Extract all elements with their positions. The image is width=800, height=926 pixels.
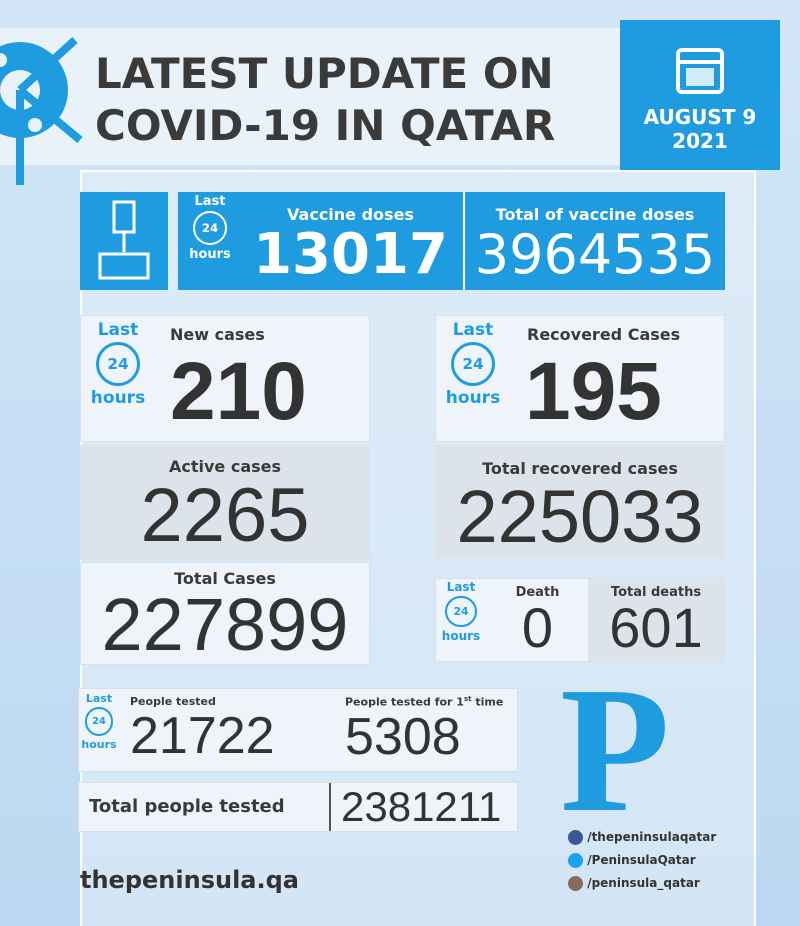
vaccine-icon (80, 192, 168, 290)
badge-unit: hours (445, 388, 501, 409)
badge-number: 24 (107, 355, 129, 374)
badge-last: Last (446, 580, 476, 594)
label-part: People tested for 1 (345, 695, 464, 709)
year: 2021 (672, 129, 728, 153)
twitter-icon (568, 853, 583, 868)
tests-total-card: Total people tested 2381211 (78, 782, 518, 832)
instagram-icon (568, 876, 583, 891)
twitter: /PeninsulaQatar (587, 853, 696, 867)
value: 3964535 (474, 223, 716, 286)
calendar-icon (676, 48, 724, 94)
badge-last: Last (452, 320, 494, 340)
vaccine-daily: Vaccine doses 13017 (238, 205, 463, 286)
instagram: /peninsula_qatar (587, 876, 700, 890)
label: Total deaths (610, 585, 702, 600)
facebook-icon (568, 830, 583, 845)
value: 0 (521, 596, 554, 659)
title-line: LATEST UPDATE ON (95, 49, 554, 98)
label: Recovered Cases (527, 325, 681, 344)
label: People tested for 1st time (345, 695, 503, 709)
social-item[interactable]: /PeninsulaQatar (568, 849, 716, 872)
badge-unit: hours (441, 629, 481, 644)
badge-number: 24 (92, 715, 106, 727)
virus-icon (0, 37, 83, 185)
value: 195 (525, 346, 662, 437)
label: Total people tested (89, 796, 285, 817)
divider (463, 192, 465, 290)
header-band (0, 28, 620, 165)
death-daily: Death 0 (490, 585, 585, 656)
badge-last: Last (194, 194, 226, 209)
badge-ring: 24 (84, 707, 114, 736)
label: Total Cases (174, 569, 276, 588)
badge-number: 24 (453, 605, 469, 619)
badge: Last 24 hours (437, 320, 509, 408)
tests-first: People tested for 1st time 5308 (345, 695, 503, 765)
badge-unit: hours (90, 388, 146, 409)
badge-ring: 24 (445, 596, 477, 628)
value: 227899 (101, 583, 349, 666)
badge-number: 24 (201, 220, 219, 235)
label: People tested (130, 695, 216, 708)
badge-ring: 24 (193, 211, 227, 245)
badge: Last 24 hours (82, 320, 154, 408)
label: Vaccine doses (287, 205, 414, 224)
badge: Last 24 hours (437, 580, 485, 643)
value: 601 (609, 596, 703, 659)
label: New cases (170, 325, 265, 344)
social-item[interactable]: /peninsula_qatar (568, 872, 716, 895)
value: 225033 (456, 475, 704, 558)
badge-ring: 24 (95, 342, 141, 387)
badge-last: Last (85, 692, 113, 705)
value: 2381211 (329, 783, 501, 831)
date: AUGUST 9 (643, 105, 757, 129)
badge: Last 24 hours (80, 692, 118, 751)
badge-number: 24 (462, 355, 484, 374)
badge-last: Last (97, 320, 139, 340)
social: /thepeninsulaqatar /PeninsulaQatar /peni… (568, 826, 716, 895)
facebook: /thepeninsulaqatar (587, 830, 717, 844)
date-box: AUGUST 9 2021 (620, 20, 780, 170)
label: Active cases (168, 457, 282, 476)
value: 210 (170, 346, 307, 437)
value: 2265 (140, 473, 310, 558)
title: LATEST UPDATE ON COVID-19 IN QATAR (95, 48, 555, 152)
title-line: COVID-19 IN QATAR (95, 101, 556, 150)
label-part: st (463, 695, 472, 703)
death-total: Total deaths 601 (588, 579, 724, 661)
total-recovered-card: Total recovered cases 225033 (435, 445, 725, 558)
value: 21722 (130, 707, 275, 765)
badge-ring: 24 (450, 342, 496, 387)
total-cases-card: Total Cases 227899 (80, 562, 370, 665)
label-part: time (475, 695, 504, 709)
badge-unit: hours (81, 737, 117, 751)
active-card: Active cases 2265 (80, 445, 370, 560)
logo: P (560, 650, 670, 849)
label: Total recovered cases (482, 459, 678, 478)
site[interactable]: thepeninsula.qa (80, 866, 299, 894)
vaccine-box (178, 192, 725, 290)
tests-card (78, 688, 518, 772)
badge-unit: hours (189, 246, 231, 262)
social-item[interactable]: /thepeninsulaqatar (568, 826, 716, 849)
vaccine-total: Total of vaccine doses 3964535 (465, 205, 725, 286)
tests-daily: People tested 21722 (130, 695, 275, 764)
label: Death (515, 585, 560, 600)
value: 13017 (253, 222, 448, 287)
badge: Last 24 hours (180, 194, 240, 262)
label: Total of vaccine doses (495, 205, 695, 224)
value: 5308 (345, 707, 461, 766)
